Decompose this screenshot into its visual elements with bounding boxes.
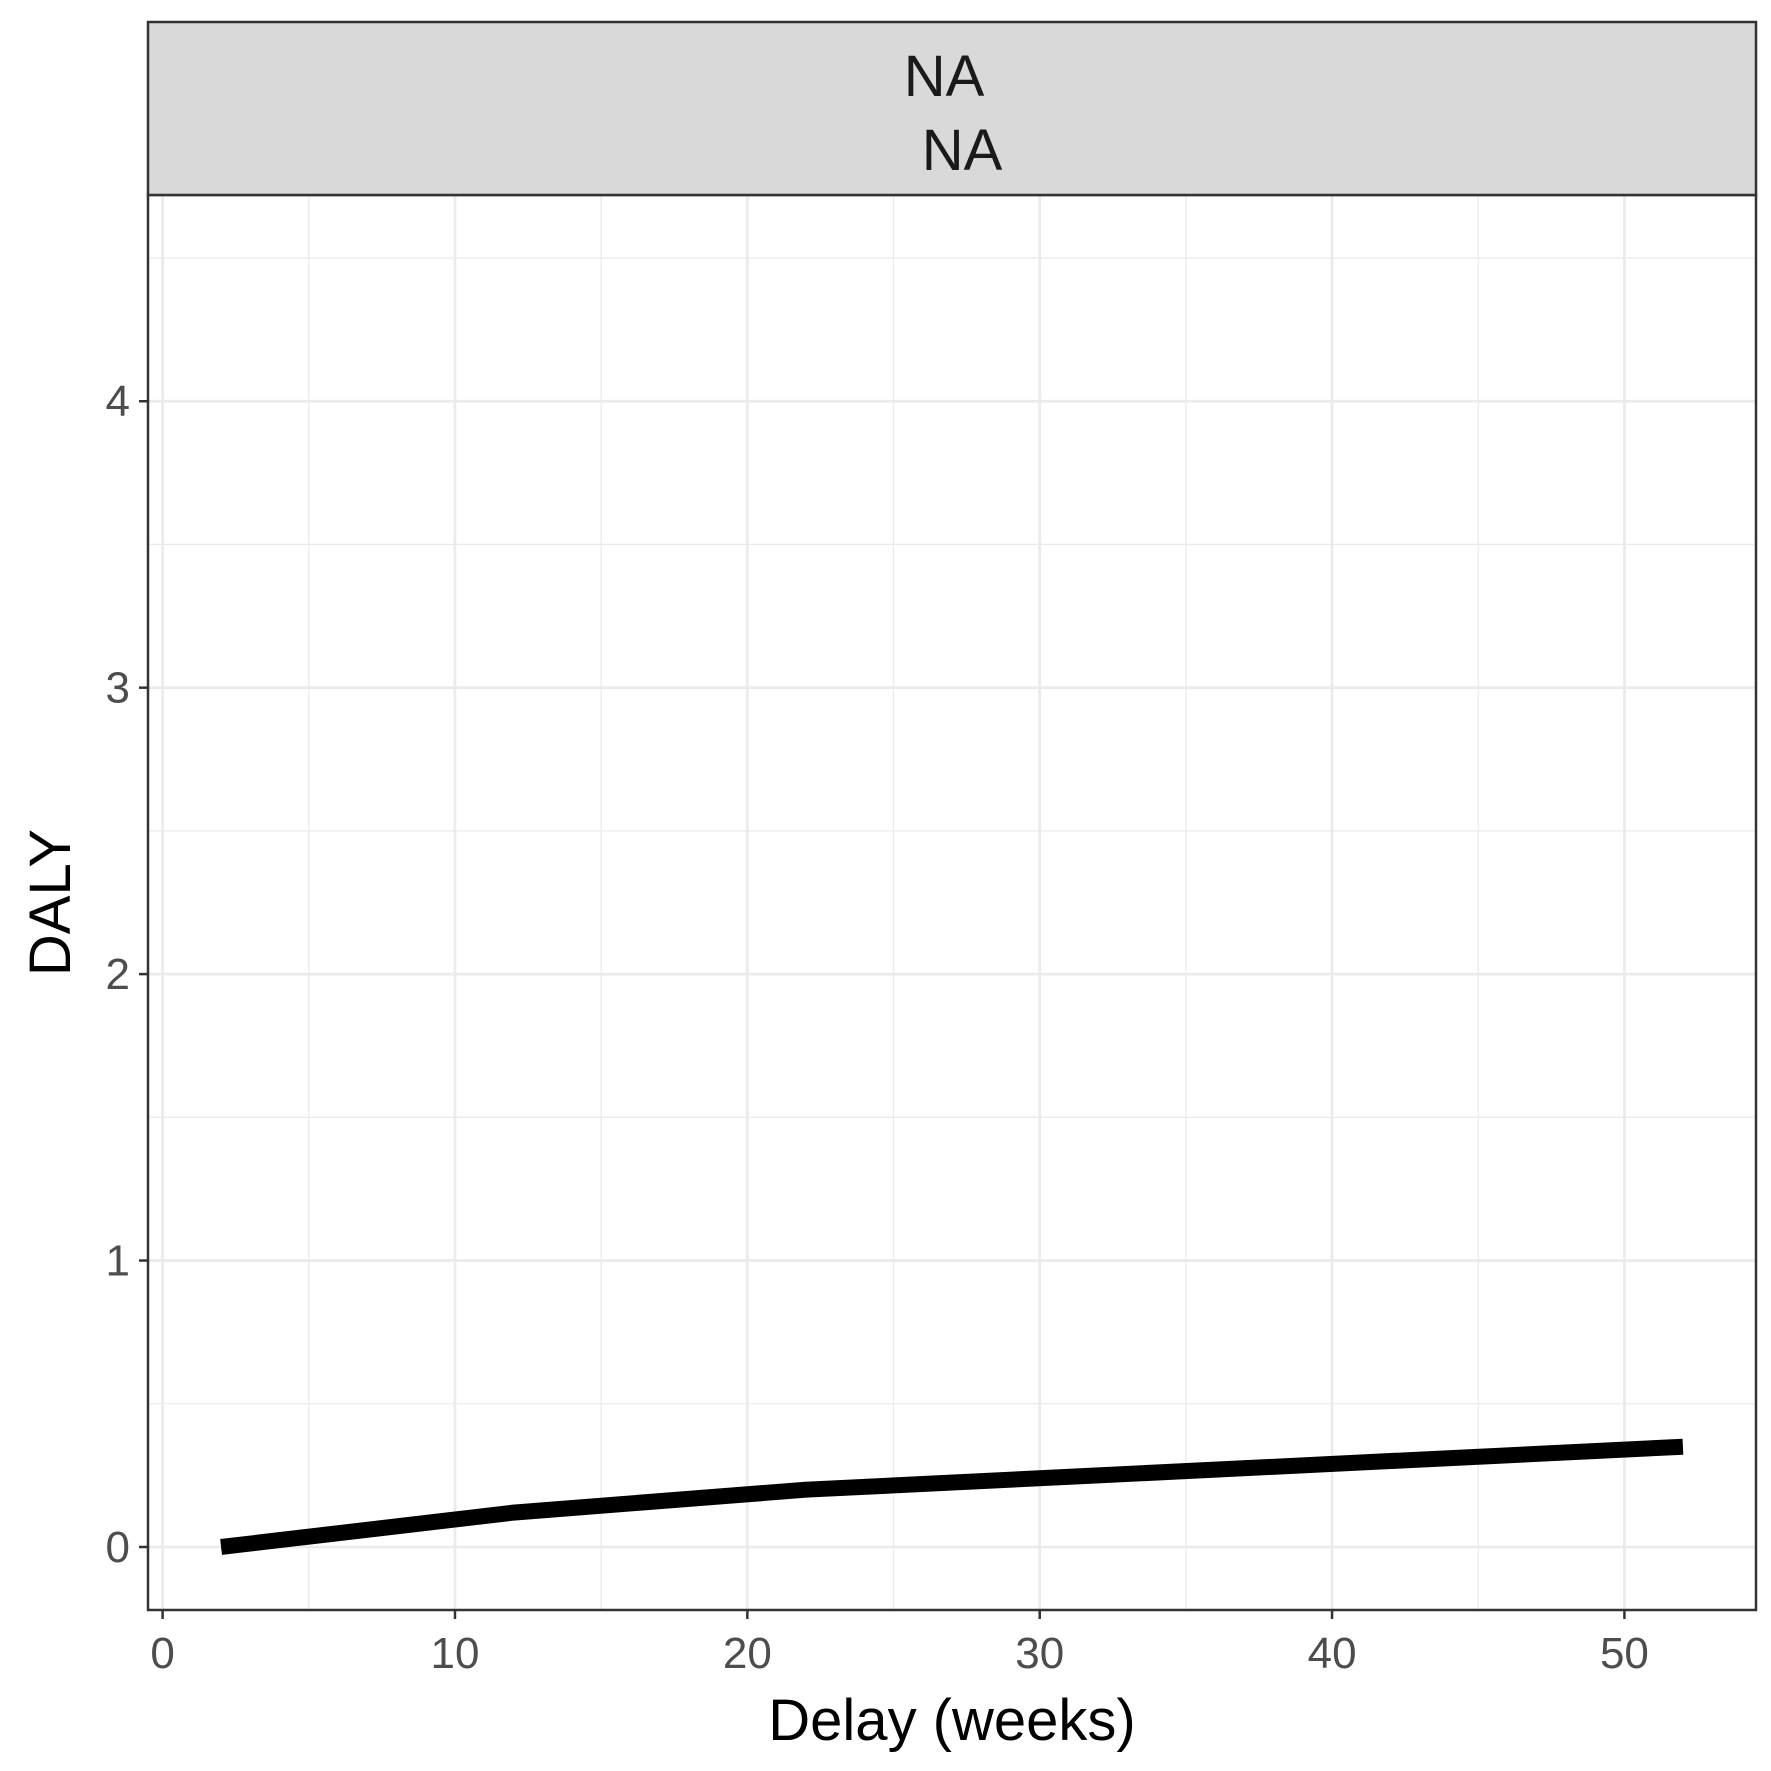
facet-strip: NA NA [146, 20, 1758, 197]
series-layer [220, 1438, 1684, 1555]
x-axis: 0 10 20 30 40 50 [150, 1610, 1649, 1678]
y-tick-label: 2 [106, 950, 130, 999]
y-tick-label: 1 [106, 1237, 130, 1286]
y-tick-label: 0 [106, 1523, 130, 1572]
series-0-line [220, 1438, 1684, 1555]
y-tick-label: 4 [106, 377, 130, 426]
x-tick-label: 50 [1600, 1629, 1649, 1678]
y-axis-title: DALY [18, 829, 83, 976]
x-tick-label: 20 [723, 1629, 772, 1678]
facet-strip-label-1: NA [904, 44, 985, 109]
x-tick-label: 40 [1308, 1629, 1357, 1678]
y-axis: 0 1 2 3 4 [106, 377, 148, 1572]
y-tick-label: 3 [106, 664, 130, 713]
x-tick-label: 30 [1015, 1629, 1064, 1678]
x-tick-label: 0 [150, 1629, 174, 1678]
facet-strip-label-2: NA [922, 118, 1003, 183]
facet-strip-box [146, 20, 1758, 197]
x-axis-title: Delay (weeks) [768, 1688, 1135, 1753]
major-gridlines [148, 195, 1756, 1610]
minor-gridlines [148, 195, 1756, 1610]
x-tick-label: 10 [431, 1629, 480, 1678]
